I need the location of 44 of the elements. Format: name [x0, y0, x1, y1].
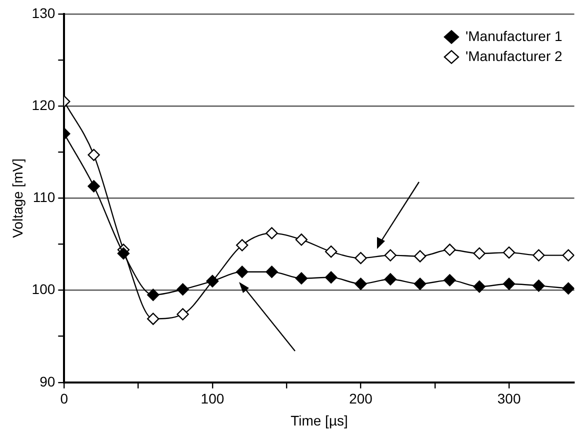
x-axis-title: Time [µs]: [290, 412, 348, 428]
point: [176, 308, 189, 320]
point: [473, 280, 486, 293]
point: [324, 246, 338, 258]
point: [502, 278, 516, 290]
point: [473, 247, 486, 260]
y-tick-label: 130: [32, 4, 56, 21]
point: [236, 239, 248, 252]
point: [88, 148, 100, 162]
x-tick-label: 200: [349, 390, 373, 407]
x-tick-label: 300: [497, 390, 521, 407]
point: [414, 250, 426, 262]
legend-label: 'Manufacturer 2: [465, 48, 563, 64]
point: [236, 266, 248, 278]
point: [384, 249, 397, 262]
point: [266, 227, 278, 240]
point: [324, 271, 338, 284]
point: [354, 252, 367, 264]
point: [562, 249, 574, 262]
legend-label: 'Manufacturer 1: [465, 28, 563, 44]
point: [147, 288, 160, 302]
point: [384, 273, 397, 286]
point: [502, 246, 516, 259]
point: [354, 278, 367, 290]
y-tick-label: 120: [32, 96, 56, 113]
point: [147, 312, 160, 325]
point: [532, 280, 545, 292]
y-axis-title: Voltage [mV]: [9, 158, 26, 238]
x-tick-label: 100: [200, 390, 224, 407]
point: [562, 282, 574, 295]
point: [532, 249, 545, 262]
point: [414, 278, 426, 290]
point: [444, 274, 456, 286]
y-tick-label: 100: [32, 281, 56, 298]
point: [88, 180, 100, 192]
point: [117, 247, 130, 260]
point: [295, 234, 308, 246]
point: [444, 244, 456, 256]
y-tick-label: 90: [40, 373, 56, 390]
point: [295, 272, 308, 284]
point: [176, 283, 189, 296]
x-tick-label: 0: [60, 390, 68, 407]
point: [266, 266, 278, 278]
y-tick-label: 110: [32, 189, 56, 206]
